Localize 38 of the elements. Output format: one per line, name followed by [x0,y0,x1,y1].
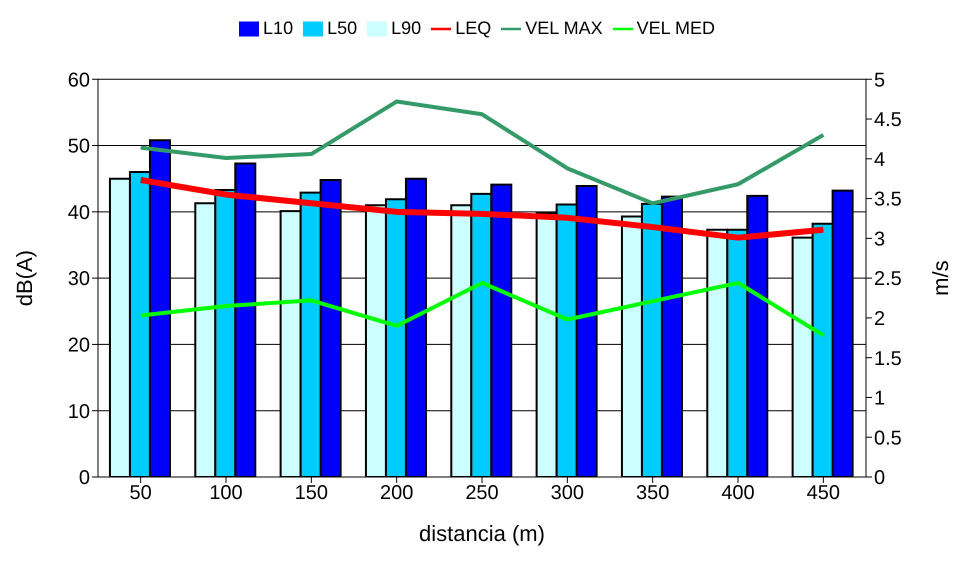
x-tick-label: 400 [721,482,755,504]
legend-label: LEQ [455,18,492,38]
y2-tick-label: 4.5 [874,109,902,132]
legend-label: L90 [391,18,422,38]
y2-tick-label: 1 [874,388,886,410]
y-tick-label: 0 [78,467,90,490]
y2-tick-label: 3 [874,228,886,250]
line-series [138,100,826,206]
y-tick-label: 30 [68,268,90,290]
y2-tick-label: 4 [874,148,886,171]
y2-tick-label: 1.5 [874,348,902,370]
y-tick-label: 60 [68,69,90,92]
legend-label: VEL MED [636,18,715,38]
x-tick-label: 200 [380,482,414,504]
y2-tick-label: 0 [874,467,886,490]
y2-tick-label: 3.5 [874,188,902,211]
legend-label: L50 [327,18,358,38]
line-series [138,280,826,338]
x-tick-label: 350 [636,482,670,504]
x-tick-label: 50 [130,482,152,504]
y-tick-label: 40 [68,202,90,224]
y-tick-label: 50 [68,136,90,158]
legend-label: VEL MAX [525,18,603,38]
y2-axis-title: m/s [928,260,953,296]
y2-tick-label: 5 [874,69,886,92]
x-tick-label: 300 [550,482,584,504]
y-tick-label: 10 [68,400,90,423]
x-tick-label: 250 [465,482,499,504]
y2-tick-label: 2 [874,308,886,330]
legend-label: L10 [263,18,294,38]
y2-tick-label: 2.5 [874,268,902,290]
x-tick-label: 450 [806,482,840,504]
y-axis-title: dB(A) [12,250,37,306]
y-tick-label: 20 [68,334,90,357]
x-tick-label: 100 [209,482,243,504]
y2-tick-label: 0.5 [874,427,902,450]
x-axis-title: distancia (m) [419,521,545,546]
x-tick-label: 150 [294,482,328,504]
